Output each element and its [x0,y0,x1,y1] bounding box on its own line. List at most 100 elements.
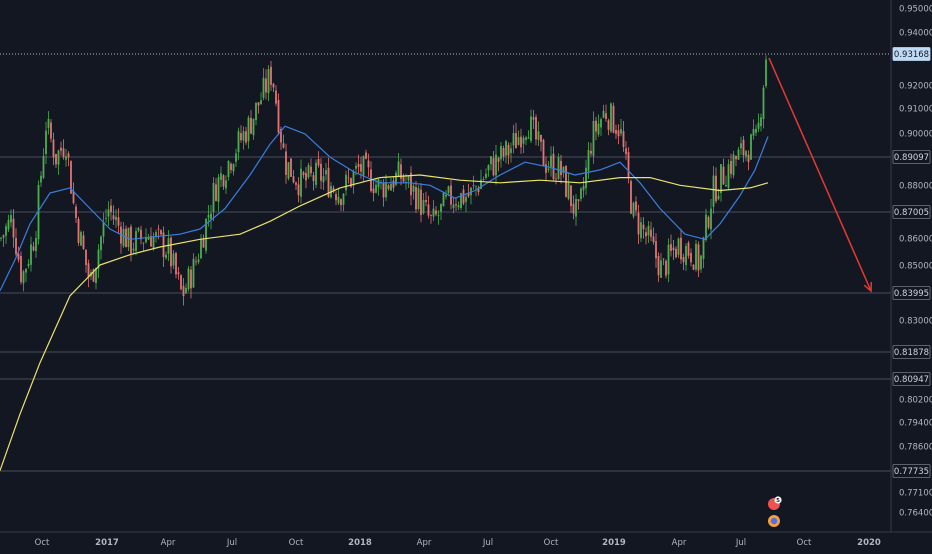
candle[interactable] [222,174,225,190]
candle[interactable] [165,251,167,260]
candle[interactable] [402,173,405,184]
candle[interactable] [125,225,127,248]
candle[interactable] [522,135,525,154]
candle[interactable] [255,102,257,126]
candle[interactable] [705,208,707,242]
candle[interactable] [662,258,665,266]
candle[interactable] [540,134,542,152]
candle[interactable] [227,160,230,181]
level-price-tag[interactable]: 0.89097 [892,150,931,164]
candle[interactable] [637,204,640,244]
candle[interactable] [357,154,360,175]
candle[interactable] [5,223,7,244]
candle[interactable] [732,150,735,179]
candle[interactable] [215,178,217,202]
candle[interactable] [600,117,602,136]
candle[interactable] [172,250,175,269]
candle[interactable] [570,185,572,214]
candle[interactable] [747,150,750,171]
candle[interactable] [397,152,400,177]
candle[interactable] [112,205,115,226]
candle[interactable] [102,212,105,244]
candle[interactable] [220,166,222,188]
candle[interactable] [427,195,430,219]
candle[interactable] [315,159,317,189]
candle[interactable] [467,183,470,198]
candle[interactable] [332,185,335,194]
candle[interactable] [545,156,547,181]
candle[interactable] [665,259,667,279]
candle[interactable] [720,164,722,202]
candle[interactable] [225,175,227,194]
level-price-tag[interactable]: 0.80947 [892,372,931,386]
candle[interactable] [765,55,767,89]
candle[interactable] [642,217,645,239]
candle[interactable] [387,184,390,191]
candle[interactable] [515,122,517,149]
level-price-tag[interactable]: 0.93168 [892,47,931,61]
time-axis[interactable]: Oct 2017 Apr Jul Oct 2018 Apr Jul Oct 2019 Apr Jul O… [35,538,881,548]
candle[interactable] [295,181,297,190]
candle[interactable] [122,221,125,248]
candle[interactable] [37,180,40,245]
candle[interactable] [622,120,625,152]
candle[interactable] [395,170,397,187]
candle[interactable] [32,241,35,252]
candle[interactable] [185,283,187,295]
candle[interactable] [682,253,685,271]
candle[interactable] [30,236,32,272]
candle[interactable] [750,133,752,160]
candle[interactable] [62,139,65,160]
candle[interactable] [170,236,172,274]
candle[interactable] [282,134,285,149]
candle[interactable] [675,246,677,259]
candle[interactable] [375,177,377,194]
candle[interactable] [450,179,452,210]
candle[interactable] [437,210,440,225]
price-axis[interactable]: 0.95000 0.94000 0.92000 0.91000 0.90000 0.880… [892,5,932,519]
candle[interactable] [97,244,100,279]
candle[interactable] [25,268,27,283]
candle[interactable] [345,170,347,196]
candle[interactable] [465,194,467,212]
candle[interactable] [575,194,577,226]
candle[interactable] [425,191,427,207]
candle[interactable] [390,177,392,191]
candle[interactable] [105,208,107,223]
moving-average-fast-line[interactable] [0,125,769,291]
candle[interactable] [542,138,545,167]
candle[interactable] [647,221,650,243]
candle[interactable] [742,135,745,163]
candle[interactable] [382,179,385,207]
candle[interactable] [530,109,532,143]
candle[interactable] [535,114,537,146]
candle[interactable] [752,119,755,140]
candle[interactable] [177,266,180,280]
candle[interactable] [140,225,142,245]
candle[interactable] [277,93,280,136]
candle[interactable] [335,191,337,206]
candle[interactable] [652,227,655,245]
candle[interactable] [657,252,660,282]
candle[interactable] [275,85,277,107]
candle[interactable] [597,114,600,137]
candle[interactable] [695,239,697,272]
candle[interactable] [202,234,205,248]
candle[interactable] [217,174,220,212]
candle[interactable] [500,142,502,168]
candle[interactable] [472,175,475,190]
candle[interactable] [525,135,527,146]
candle[interactable] [555,173,557,185]
candle[interactable] [677,237,680,258]
candle[interactable] [160,229,162,237]
candle[interactable] [137,227,140,233]
candle[interactable] [692,264,695,271]
candle[interactable] [670,234,672,257]
candle[interactable] [485,168,487,180]
candle[interactable] [22,269,25,292]
candle[interactable] [337,189,340,206]
candle[interactable] [625,141,627,160]
candle[interactable] [690,248,692,267]
